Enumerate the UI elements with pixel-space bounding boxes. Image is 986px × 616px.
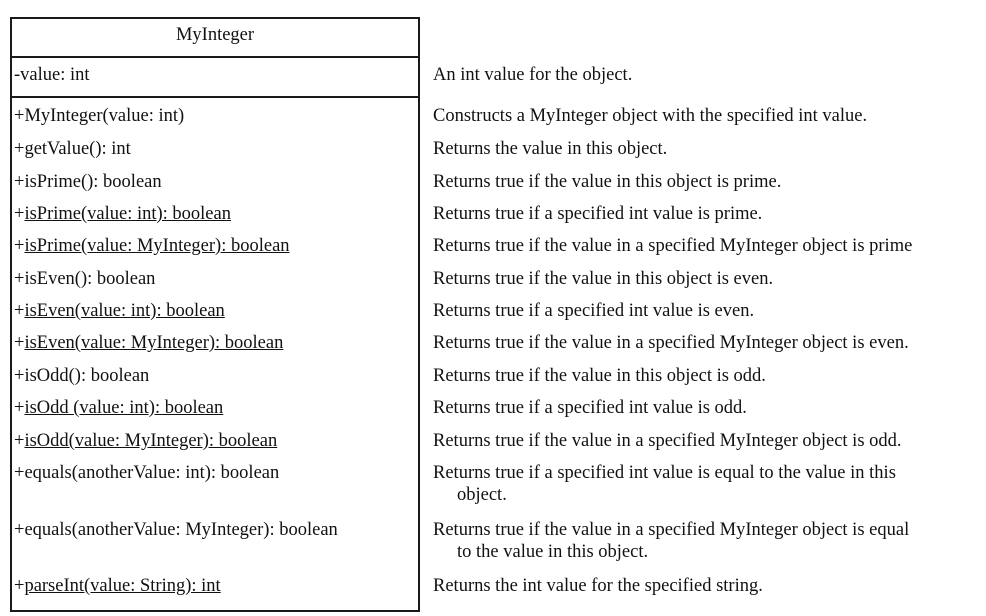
- description-line: Returns true if a specified int value is…: [433, 398, 747, 418]
- method-signature: +isEven(value: int): boolean: [14, 300, 225, 322]
- method-name: equals(anotherValue: MyInteger): boolean: [24, 520, 338, 540]
- description-continuation: to the value in this object.: [457, 542, 649, 562]
- visibility-marker: +: [14, 301, 25, 321]
- description-line: Returns the int value for the specified …: [433, 576, 763, 596]
- method-description: Returns true if the value in this object…: [433, 268, 773, 290]
- method-description: Returns true if the value in this object…: [433, 171, 781, 193]
- visibility-marker: +: [14, 398, 25, 418]
- description-continuation: object.: [457, 485, 507, 505]
- method-name: isOdd (value: int): boolean: [24, 398, 224, 418]
- visibility-marker: +: [14, 463, 25, 483]
- method-description: Returns true if the value in a specified…: [433, 519, 909, 563]
- field-signature: -value: int: [14, 65, 90, 85]
- method-signature: +equals(anotherValue: int): boolean: [14, 462, 279, 484]
- method-signature: +equals(anotherValue: MyInteger): boolea…: [14, 519, 338, 541]
- method-description: Returns the int value for the specified …: [433, 575, 763, 597]
- method-signature: +isEven(): boolean: [14, 268, 155, 290]
- method-name: isEven(value: int): boolean: [24, 301, 225, 321]
- method-signature: +MyInteger(value: int): [14, 105, 184, 127]
- visibility-marker: +: [14, 366, 25, 386]
- method-name: isEven(): boolean: [24, 269, 156, 289]
- description-line: Returns true if a specified int value is…: [433, 204, 763, 224]
- description-line: Returns true if the value in this object…: [433, 269, 774, 289]
- uml-class-box: MyInteger: [10, 17, 420, 612]
- method-name: isPrime(): boolean: [24, 172, 162, 192]
- method-signature: +parseInt(value: String): int: [14, 575, 221, 597]
- visibility-marker: +: [14, 172, 25, 192]
- field-section: [12, 58, 418, 98]
- description-line: Returns true if the value in a specified…: [433, 520, 910, 540]
- visibility-marker: +: [14, 204, 25, 224]
- description-line: Returns the value in this object.: [433, 139, 668, 159]
- visibility-marker: +: [14, 236, 25, 256]
- visibility-marker: +: [14, 106, 25, 126]
- visibility-marker: +: [14, 333, 25, 353]
- field-description: An int value for the object.: [433, 65, 633, 85]
- visibility-marker: +: [14, 520, 25, 540]
- method-description: Returns true if a specified int value is…: [433, 397, 747, 419]
- method-description: Returns true if a specified int value is…: [433, 203, 762, 225]
- method-description: Returns the value in this object.: [433, 138, 667, 160]
- method-name: parseInt(value: String): int: [24, 576, 221, 596]
- method-signature: +isPrime(value: int): boolean: [14, 203, 231, 225]
- description-line: Returns true if the value in this object…: [433, 172, 782, 192]
- class-name-section: MyInteger: [12, 19, 418, 58]
- description-line: Returns true if the value in a specified…: [433, 236, 913, 256]
- visibility-marker: +: [14, 139, 25, 159]
- method-description: Returns true if a specified int value is…: [433, 300, 754, 322]
- method-description: Returns true if the value in a specified…: [433, 235, 912, 257]
- visibility-marker: +: [14, 269, 25, 289]
- class-name: MyInteger: [175, 25, 255, 45]
- method-signature: +isPrime(): boolean: [14, 171, 162, 193]
- method-description: Returns true if the value in a specified…: [433, 430, 902, 452]
- method-signature: +isOdd(value: MyInteger): boolean: [14, 430, 277, 452]
- method-name: equals(anotherValue: int): boolean: [24, 463, 280, 483]
- method-name: isOdd(): boolean: [24, 366, 150, 386]
- visibility-marker: +: [14, 431, 25, 451]
- method-name: getValue(): int: [24, 139, 131, 159]
- method-name: isOdd(value: MyInteger): boolean: [24, 431, 278, 451]
- method-name: isPrime(value: MyInteger): boolean: [24, 236, 290, 256]
- method-signature: +isEven(value: MyInteger): boolean: [14, 332, 283, 354]
- method-description: Constructs a MyInteger object with the s…: [433, 105, 867, 127]
- description-line: Returns true if a specified int value is…: [433, 301, 755, 321]
- description-line: Returns true if the value in this object…: [433, 366, 766, 386]
- description-line: Returns true if the value in a specified…: [433, 333, 909, 353]
- visibility-marker: +: [14, 576, 25, 596]
- method-name: isEven(value: MyInteger): boolean: [24, 333, 284, 353]
- description-line: Returns true if the value in a specified…: [433, 431, 902, 451]
- method-name: MyInteger(value: int): [24, 106, 185, 126]
- description-line: Returns true if a specified int value is…: [433, 463, 896, 483]
- method-description: Returns true if the value in a specified…: [433, 332, 909, 354]
- method-signature: +isOdd(): boolean: [14, 365, 149, 387]
- method-signature: +isOdd (value: int): boolean: [14, 397, 223, 419]
- method-signature: +getValue(): int: [14, 138, 131, 160]
- method-name: isPrime(value: int): boolean: [24, 204, 231, 224]
- description-line: Constructs a MyInteger object with the s…: [433, 106, 868, 126]
- method-signature: +isPrime(value: MyInteger): boolean: [14, 235, 290, 257]
- method-description: Returns true if a specified int value is…: [433, 462, 896, 506]
- method-description: Returns true if the value in this object…: [433, 365, 766, 387]
